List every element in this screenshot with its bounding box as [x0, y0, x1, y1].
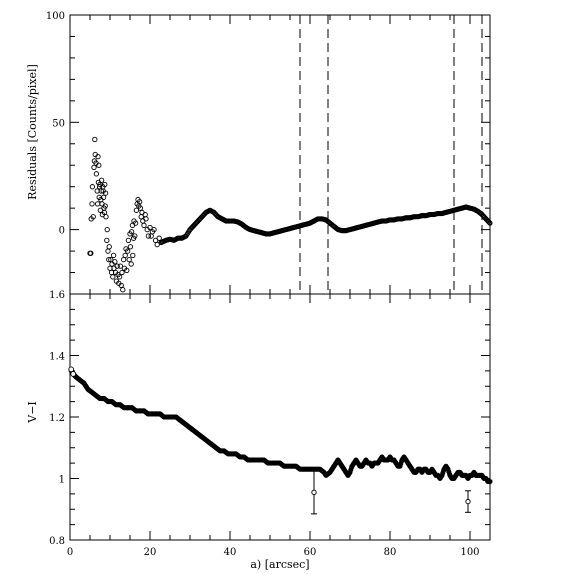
x-tick-label: 40: [224, 547, 237, 558]
y-tick-label: 1.4: [49, 352, 65, 363]
data-point: [156, 235, 162, 241]
residuals-scatter-points: [87, 136, 164, 293]
x-tick-label: 20: [144, 547, 157, 558]
y-tick-label: 0: [59, 226, 65, 237]
data-point: [147, 224, 153, 231]
data-point: [94, 201, 101, 207]
data-point: [132, 233, 138, 239]
data-point: [114, 263, 120, 269]
error-point: [311, 489, 317, 495]
color-panel-frame: [69, 293, 491, 541]
dashed-vertical-lines: [299, 15, 483, 294]
data-point: [154, 241, 160, 248]
data-point: [132, 220, 139, 226]
data-point: [142, 211, 148, 218]
color-y-axis-label: V−I: [26, 401, 39, 424]
x-tick-label: 0: [67, 547, 73, 558]
y-tick-label: 1.2: [49, 413, 65, 424]
y-tick-label: 0.8: [49, 536, 65, 547]
data-point: [104, 237, 110, 243]
data-point: [128, 229, 135, 235]
color-axis-ticks: 1.6 1.4 1.2 1 0.80 20 40 60 80 100: [49, 290, 491, 558]
data-point: [116, 274, 123, 280]
data-point: [91, 164, 97, 171]
data-point: [102, 181, 108, 188]
data-point: [145, 233, 152, 239]
residuals-curve-markers: [158, 204, 493, 246]
curve-point: [487, 479, 493, 485]
data-point: [127, 244, 134, 250]
data-point: [124, 248, 131, 254]
data-point: [126, 257, 132, 263]
data-point: [130, 252, 136, 259]
data-point: [133, 207, 140, 213]
data-point: [90, 214, 96, 220]
data-point: [89, 184, 96, 190]
residuals-y-axis-label: Residuals [Counts/pixel]: [26, 64, 39, 200]
data-point: [104, 226, 110, 233]
data-point: [141, 222, 147, 228]
data-point: [143, 216, 149, 222]
open-point: [68, 366, 75, 373]
data-point: [120, 257, 127, 263]
data-point: [110, 252, 117, 259]
data-point: [96, 162, 102, 168]
x-tick-label: 100: [460, 547, 479, 558]
y-tick-label: 1.6: [49, 290, 65, 301]
data-point: [98, 177, 105, 183]
data-point: [92, 136, 98, 143]
data-point: [105, 248, 111, 254]
data-point: [102, 190, 109, 196]
residuals-panel-frame: [69, 14, 491, 295]
data-point: [148, 233, 154, 239]
data-point: [151, 226, 157, 233]
color-panel: 1.6 1.4 1.2 1 0.80 20 40 60 80 100 V−I a) [arcsec…: [26, 290, 493, 571]
data-point: [136, 199, 143, 205]
x-tick-label: 60: [304, 547, 317, 558]
data-point: [95, 153, 101, 160]
y-tick-label: 50: [52, 118, 65, 129]
y-tick-label: 1: [59, 475, 65, 486]
curve-point: [487, 220, 493, 226]
data-point: [89, 201, 95, 207]
data-point: [102, 203, 108, 209]
data-point: [119, 269, 125, 276]
data-point: [100, 194, 107, 201]
data-point: [125, 237, 132, 243]
error-point: [465, 498, 471, 505]
data-point: [93, 171, 100, 177]
residuals-panel: 100 50 0 Residuals [Counts/pixel]: [26, 11, 493, 295]
data-point: [106, 244, 112, 250]
y-tick-label: 100: [46, 11, 65, 22]
error-bar-points: [311, 470, 471, 515]
open-point: [70, 371, 77, 377]
curve-point: [486, 219, 492, 225]
data-point: [88, 250, 94, 256]
data-point: [110, 274, 116, 280]
x-axis-label: a) [arcsec]: [250, 558, 309, 571]
data-point: [128, 261, 134, 267]
data-point: [117, 263, 124, 269]
data-point: [103, 214, 109, 220]
color-curve-markers: [68, 366, 493, 485]
data-point: [122, 252, 128, 259]
data-point: [120, 287, 126, 293]
data-point: [106, 257, 112, 263]
data-point: [112, 259, 118, 265]
residuals-axis-ticks: 100 50 0: [46, 11, 491, 295]
data-point: [124, 267, 130, 274]
x-tick-label: 80: [384, 547, 397, 558]
